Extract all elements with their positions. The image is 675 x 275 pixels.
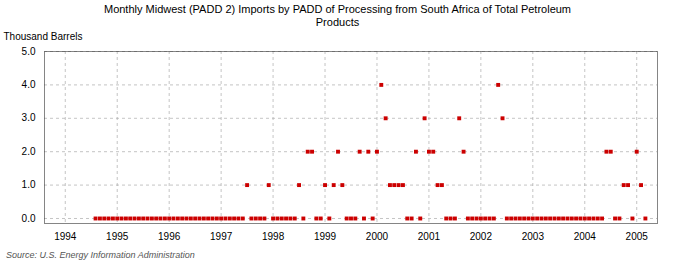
svg-text:4.0: 4.0: [22, 79, 36, 90]
svg-text:2.0: 2.0: [22, 146, 36, 157]
svg-text:1999: 1999: [314, 231, 337, 242]
svg-text:1994: 1994: [54, 231, 77, 242]
html-text:Monthly Midwest (PADD 2) Impor: Monthly Midwest (PADD 2) Imports by PADD…: [104, 3, 571, 28]
svg-text:1997: 1997: [210, 231, 233, 242]
svg-text:1998: 1998: [262, 231, 285, 242]
svg-text:1.0: 1.0: [22, 179, 36, 190]
svg-text:3.0: 3.0: [22, 112, 36, 123]
svg-text:2001: 2001: [418, 231, 441, 242]
svg-text:2003: 2003: [522, 231, 545, 242]
svg-text:2005: 2005: [626, 231, 649, 242]
svg-text:0.0: 0.0: [22, 213, 36, 224]
svg-text:1995: 1995: [106, 231, 129, 242]
svg-text:2004: 2004: [574, 231, 597, 242]
svg-text:5.0: 5.0: [22, 46, 36, 57]
svg-text:2000: 2000: [366, 231, 389, 242]
svg-text:Thousand Barrels: Thousand Barrels: [4, 31, 83, 42]
svg-text:1996: 1996: [158, 231, 181, 242]
svg-text:2002: 2002: [470, 231, 493, 242]
html-text:Source: U.S. Energy Informatio: Source: U.S. Energy Information Administ…: [6, 250, 195, 260]
